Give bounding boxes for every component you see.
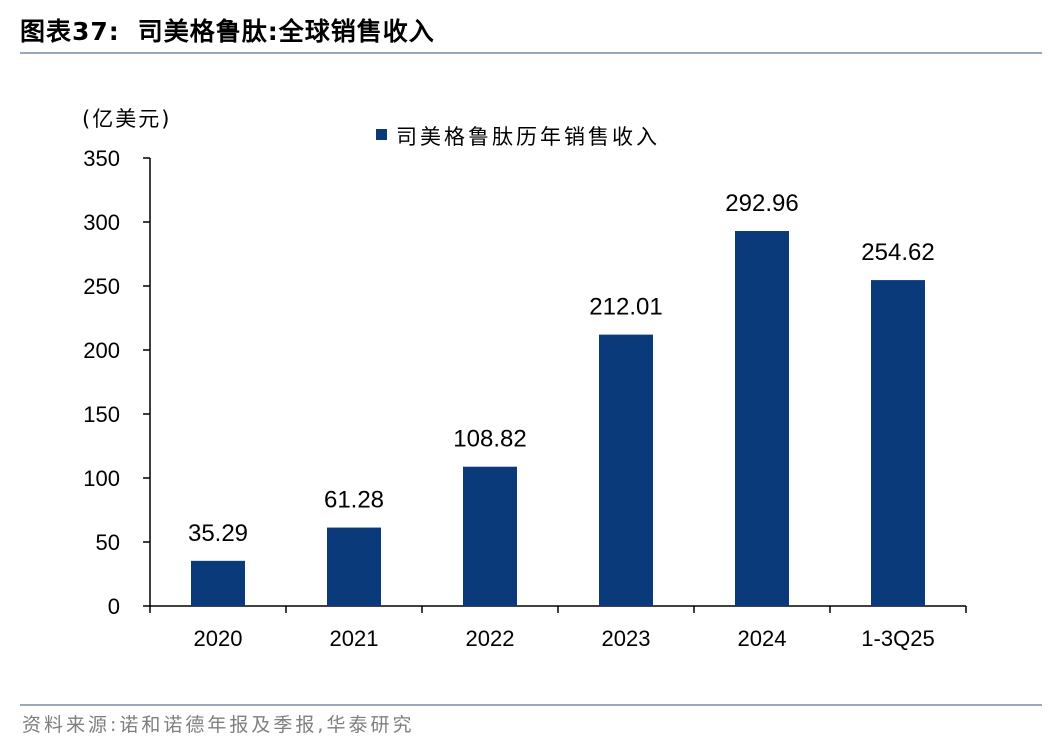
value-labels: 35.29 61.28 108.82 212.01 292.96 254.62	[188, 190, 935, 547]
source-note: 资料来源:诺和诺德年报及季报,华泰研究	[22, 714, 415, 736]
x-tick-label: 2023	[602, 626, 651, 651]
figure-label: 图表37:	[20, 17, 120, 46]
legend-swatch	[376, 129, 387, 140]
bar	[327, 527, 381, 606]
y-tick-label: 300	[83, 210, 120, 235]
figure-title: 图表37: 司美格鲁肽:全球销售收入	[20, 12, 435, 48]
x-tick-label: 2021	[330, 626, 379, 651]
bar-value-label: 212.01	[589, 294, 662, 321]
y-tick-label: 50	[96, 530, 120, 555]
x-tick-label: 1-3Q25	[861, 626, 934, 651]
bar-value-label: 108.82	[453, 426, 526, 453]
axes	[143, 157, 967, 613]
bar-value-label: 292.96	[725, 190, 798, 217]
x-tick-label: 2020	[194, 626, 243, 651]
figure-title-text: 司美格鲁肽:全球销售收入	[137, 17, 435, 46]
y-tick-labels: 0 50 100 150 200 250 300 350	[83, 146, 120, 619]
x-tick-labels: 2020 2021 2022 2023 2024 1-3Q25	[194, 626, 935, 651]
x-tick-label: 2022	[466, 626, 515, 651]
y-axis-unit-label: (亿美元)	[82, 107, 171, 131]
bars	[191, 231, 925, 606]
legend-label: 司美格鲁肽历年销售收入	[396, 125, 660, 149]
y-tick-label: 150	[83, 402, 120, 427]
bar	[599, 334, 653, 606]
title-divider	[20, 52, 1042, 54]
bar	[871, 280, 925, 606]
y-tick-label: 250	[83, 274, 120, 299]
bar-chart: (亿美元) 司美格鲁肽历年销售收入 35.29 61.28 108.82 212.01…	[82, 107, 967, 651]
bar	[191, 560, 245, 606]
bar-value-label: 254.62	[861, 239, 934, 266]
y-tick-label: 200	[83, 338, 120, 363]
x-tick-label: 2024	[738, 626, 787, 651]
legend: 司美格鲁肽历年销售收入	[376, 125, 660, 149]
bar-value-label: 35.29	[188, 520, 248, 547]
bar	[463, 466, 517, 606]
source-divider	[20, 704, 1042, 706]
bar-value-label: 61.28	[324, 487, 384, 514]
y-tick-label: 100	[83, 466, 120, 491]
y-tick-label: 0	[108, 594, 120, 619]
y-tick-label: 350	[83, 146, 120, 171]
bar	[735, 231, 789, 606]
